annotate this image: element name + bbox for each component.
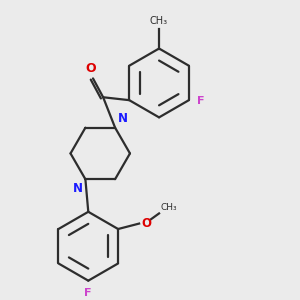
Text: O: O <box>86 62 97 75</box>
Text: N: N <box>73 182 82 195</box>
Text: N: N <box>118 112 128 125</box>
Text: CH₃: CH₃ <box>161 202 178 211</box>
Text: O: O <box>141 217 151 230</box>
Text: F: F <box>84 288 91 298</box>
Text: F: F <box>197 96 204 106</box>
Text: CH₃: CH₃ <box>150 16 168 26</box>
